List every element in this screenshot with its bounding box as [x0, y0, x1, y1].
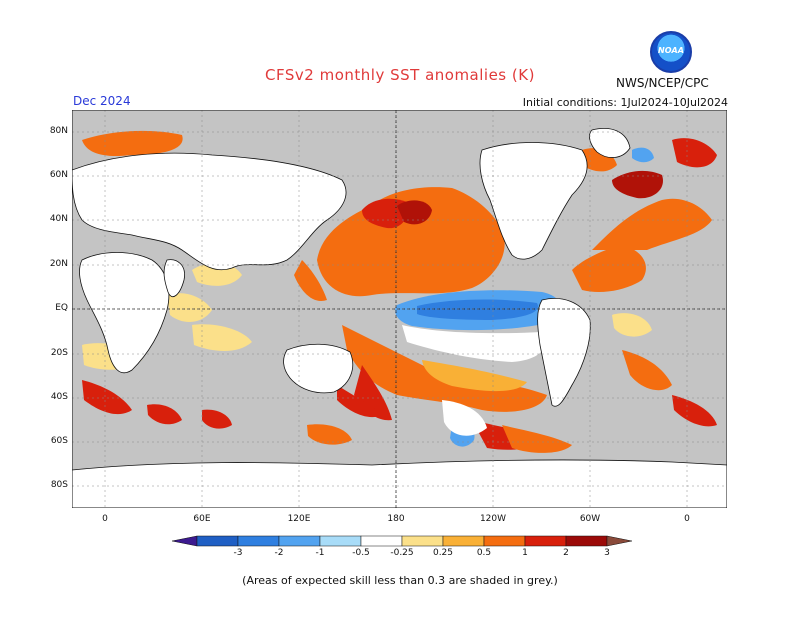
sst-anomaly-map: [72, 110, 727, 508]
south-america-landmass: [537, 298, 591, 407]
colorbar-label: -1: [315, 548, 325, 558]
longitude-label: 120W: [479, 514, 507, 524]
antarctica-landmass: [72, 459, 727, 508]
valid-month: Dec 2024: [73, 94, 131, 108]
latitude-label: 20S: [50, 348, 68, 358]
map-title: CFSv2 monthly SST anomalies (K): [265, 66, 535, 84]
longitude-label: 120E: [287, 514, 311, 524]
colorbar-swatch: [483, 535, 526, 547]
colorbar-label: -0.25: [390, 548, 414, 558]
footnote: (Areas of expected skill less than 0.3 a…: [242, 574, 558, 587]
colorbar-swatches: [172, 535, 632, 547]
latitude-label: 60S: [50, 436, 68, 446]
gridlines: [72, 110, 727, 508]
latitude-label: 40N: [49, 214, 68, 224]
colorbar-swatch: [360, 535, 403, 547]
noaa-logo-text: NOAA: [658, 46, 684, 55]
india-landmass: [163, 259, 185, 297]
colorbar-swatch: [278, 535, 321, 547]
longitude-label: 0: [102, 514, 108, 524]
africa-landmass: [79, 252, 170, 374]
longitude-label: 60E: [193, 514, 211, 524]
continents: [72, 128, 727, 508]
eurasia-landmass: [72, 152, 347, 271]
initial-conditions: Initial conditions: 1Jul2024-10Jul2024: [522, 96, 728, 109]
latitude-label: 20N: [49, 259, 68, 269]
colorbar-label: -3: [233, 548, 243, 558]
latitude-label: 80N: [49, 126, 68, 136]
colorbar-label: 0.25: [432, 548, 454, 558]
colorbar-swatch: [442, 535, 485, 547]
colorbar-swatch: [401, 535, 444, 547]
latitude-label: 80S: [50, 480, 68, 490]
colorbar-label: 3: [604, 548, 610, 558]
colorbar-label: -2: [274, 548, 284, 558]
colorbar-swatch: [237, 535, 280, 547]
negative-anomaly-regions: [395, 147, 654, 447]
latitude-label: EQ: [55, 303, 68, 313]
colorbar: [172, 535, 632, 547]
noaa-logo: NOAA: [650, 31, 692, 73]
colorbar-swatch: [524, 535, 567, 547]
australia-landmass: [283, 343, 354, 394]
latitude-label: 60N: [49, 170, 68, 180]
colorbar-min-arrow: [172, 535, 198, 547]
colorbar-label: 2: [563, 548, 569, 558]
longitude-label: 0: [684, 514, 690, 524]
colorbar-swatch: [565, 535, 608, 547]
colorbar-label: 0.5: [476, 548, 492, 558]
north-america-landmass: [479, 142, 588, 260]
near-zero-regions: [402, 325, 546, 436]
colorbar-max-arrow: [606, 535, 632, 547]
agency-label: NWS/NCEP/CPC: [616, 76, 709, 90]
colorbar-label: -0.5: [352, 548, 370, 558]
longitude-label: 60W: [579, 514, 601, 524]
latitude-label: 40S: [50, 392, 68, 402]
colorbar-swatch: [319, 535, 362, 547]
positive-anomaly-regions: [82, 130, 717, 453]
colorbar-swatch: [196, 535, 239, 547]
longitude-label: 180: [387, 514, 405, 524]
colorbar-label: 1: [522, 548, 528, 558]
